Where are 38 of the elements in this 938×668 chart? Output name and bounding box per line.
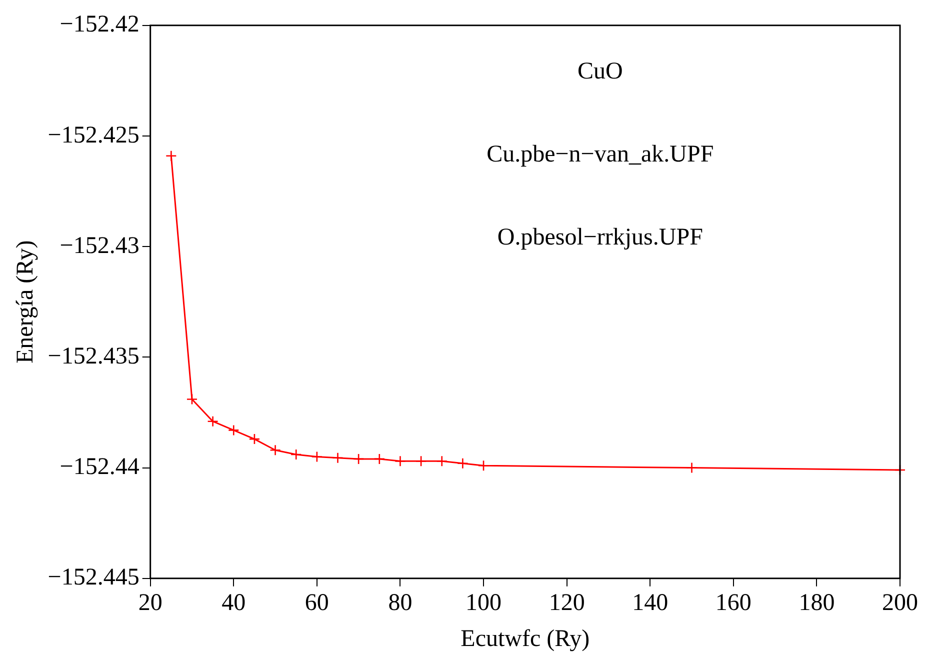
annotation: CuO: [577, 58, 623, 85]
point: [228, 424, 240, 436]
y-tick-label: −152.425: [48, 122, 140, 148]
x-tick-label: 140: [632, 590, 668, 616]
point: [352, 453, 364, 465]
x-tick-label: 40: [222, 590, 246, 616]
point: [457, 458, 468, 470]
y-tick-label: −152.42: [60, 12, 140, 38]
point: [436, 456, 448, 467]
annotation: Cu.pbe−n−van_ak.UPF: [486, 142, 714, 168]
y-axis-title: Energía (Ry): [12, 240, 39, 364]
point: [270, 444, 281, 456]
y-tick-label: −152.445: [48, 564, 140, 591]
y-tick-label: −152.435: [48, 343, 140, 370]
point: [686, 462, 698, 474]
point: [332, 452, 344, 464]
point: [374, 453, 386, 465]
x-tick-label: 60: [304, 590, 329, 616]
point: [478, 460, 490, 472]
point: [394, 456, 406, 467]
x-tick-label: 120: [548, 590, 585, 616]
y-tick-label: −152.44: [60, 454, 140, 480]
point: [415, 456, 427, 467]
x-tick-label: 80: [388, 590, 412, 616]
x-tick-label: 160: [715, 590, 752, 616]
point: [207, 416, 218, 427]
x-tick-label: 180: [798, 590, 835, 616]
point: [290, 448, 302, 460]
point: [311, 451, 323, 462]
point: [166, 150, 177, 162]
annotation: O.pbesol−rrkjus.UPF: [497, 224, 703, 251]
x-tick-label: 20: [138, 590, 162, 616]
x-axis-title: Ecutwfc (Ry): [460, 626, 590, 652]
point: [186, 394, 198, 405]
point: [248, 433, 260, 445]
x-tick-label: 200: [882, 590, 918, 616]
x-tick-label: 100: [466, 590, 502, 616]
y-tick-label: −152.43: [60, 232, 140, 259]
